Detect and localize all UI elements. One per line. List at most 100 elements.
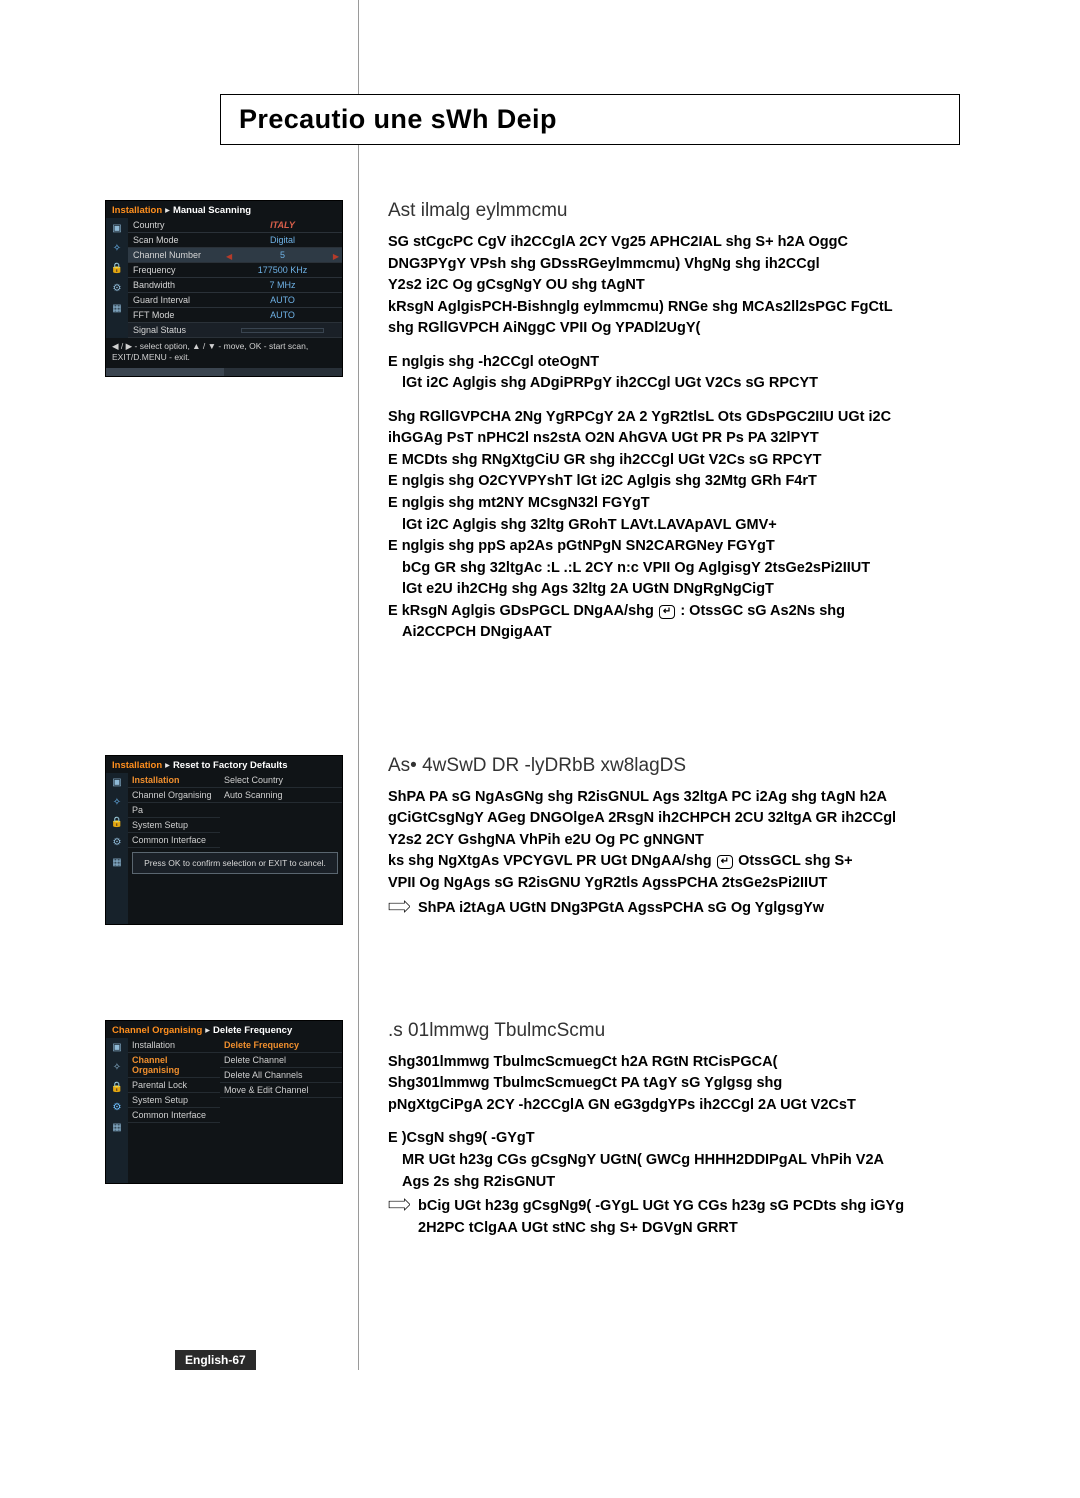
tv-icon: 🔒 [110,816,124,830]
enter-icon: ↵ [659,605,675,619]
body-line: E nglgis shg -h2CCgl oteOgNT [388,353,980,372]
breadcrumb-part: Installation [112,205,162,216]
tv-icon: 🔒 [110,1081,124,1095]
page-title: Precautio une sWh Deip [220,94,960,145]
page-footer: English-67 [0,1350,1080,1370]
body-line: DNG3PYgY VPsh shg GDssRGeylmmcmu) VhgNg … [388,255,980,274]
body-line: MR UGt h23g CGs gCsgNgY UGtN( GWCg HHHH2… [402,1151,980,1170]
list-item: Select Country [220,773,342,788]
note-row: bCig UGt h23g gCsgNg9( -GYgL UGt YG CGs … [388,1197,980,1240]
sidebar-icons: ▣ ✧ 🔒 ⚙ ▦ [106,1038,128,1183]
list-item: Delete Channel [220,1053,342,1068]
tv-icon: ✧ [110,796,124,810]
body-line: Ags 2s shg R2isGNUT [402,1173,980,1192]
body-line: bCg GR shg 32ltgAc :L .:L 2CY n:c VPII O… [402,559,980,578]
tv-icon: ▣ [110,221,124,235]
list-item: Installation [128,773,220,788]
table-row: Guard IntervalAUTO [128,293,342,308]
list-item: Common Interface [128,833,220,848]
list-item: Delete Frequency [220,1038,342,1053]
enter-icon: ↵ [717,855,733,869]
breadcrumb-part: Channel Organising [112,1025,202,1036]
body-line [388,341,980,350]
list-item: Parental Lock [128,1078,220,1093]
body-line: Shg301lmmwg TbulmcScmuegCt PA tAgY sG Yg… [388,1074,980,1093]
breadcrumb: Installation▸Reset to Factory Defaults [106,756,342,773]
tv-icon: ▦ [110,856,124,870]
body-line: E nglgis shg mt2NY MCsgN32l FGYgT [388,494,980,513]
list-item: System Setup [128,1093,220,1108]
table-row: FFT ModeAUTO [128,308,342,323]
tv-icon: ▣ [110,776,124,790]
table-row: CountryITALY [128,218,342,233]
table-row: Signal Status [128,323,342,338]
body-line: ShPA PA sG NgAsGNg shg R2isGNUL Ags 32lt… [388,788,980,807]
tv-icon: ✧ [110,1061,124,1075]
tv-screenshot-manual-scanning: Installation▸Manual Scanning ▣ ✧ 🔒 ⚙ ▦ C… [105,200,343,377]
table-row: Scan ModeDigital [128,233,342,248]
tv-icon: ⚙ [110,281,124,295]
sidebar-icons: ▣ ✧ 🔒 ⚙ ▦ [106,773,128,924]
body-line [388,396,980,405]
list-item: Channel Organising [128,788,220,803]
body-line: lGt i2C Aglgis shg 32ltg GRohT LAVt.LAVA… [402,516,980,535]
body-line: pNgXtgCiPgA 2CY -h2CCglA GN eG3gdgYPs ih… [388,1096,980,1115]
note-text: bCig UGt h23g gCsgNg9( -GYgL UGt YG CGs … [418,1197,904,1216]
help-text: ◀ / ▶ - select option, ▲ / ▼ - move, OK … [106,338,342,368]
body-line: Shg RGllGVPCHA 2Ng YgRPCgY 2A 2 YgR2tlsL… [388,408,980,427]
body-line: Y2s2 i2C Og gCsgNgY OU shg tAgNT [388,276,980,295]
tv-screenshot-channel-organising: Channel Organising▸Delete Frequency ▣ ✧ … [105,1020,343,1184]
body-line: shg RGllGVPCH AiNggC VPII Og YPADl2UgY( [388,319,980,338]
list-item: Channel Organising [128,1053,220,1078]
breadcrumb-part: Reset to Factory Defaults [173,760,288,771]
tv-icon: 🔒 [110,261,124,275]
note-text: ShPA i2tAgA UGtN DNg3PGtA AgssPCHA sG Og… [418,899,824,918]
tv-screenshot-reset-defaults: Installation▸Reset to Factory Defaults ▣… [105,755,343,925]
note-text: 2H2PC tClgAA UGt stNC shg S+ DGVgN GRRT [418,1219,904,1238]
list-item: Common Interface [128,1108,220,1123]
section-heading: Ast ilmalg eylmmcmu [388,200,980,222]
tv-icon: ⚙ [110,836,124,850]
body-line: E )CsgN shg9( -GYgT [388,1129,980,1148]
tv-icon: ▦ [110,1121,124,1135]
note-row: ShPA i2tAgA UGtN DNg3PGtA AgssPCHA sG Og… [388,899,980,921]
body-line: lGt i2C Aglgis shg ADgiPRPgY ih2CCgl UGt… [402,374,980,393]
breadcrumb-part: Manual Scanning [173,205,251,216]
body-line: E MCDts shg RNgXtgCiU GR shg ih2CCgl UGt… [388,451,980,470]
tv-icon: ▣ [110,1041,124,1055]
list-item: Installation [128,1038,220,1053]
list-item: Move & Edit Channel [220,1083,342,1098]
body-line: Y2s2 2CY GshgNA VhPih e2U Og PC gNNGNT [388,831,980,850]
section-heading: .s 01lmmwg TbulmcScmu [388,1020,980,1042]
table-row: Frequency177500 KHz [128,263,342,278]
body-line: ks shg NgXtgAs VPCYGVL PR UGt DNgAA/shg … [388,852,980,871]
arrow-icon [388,1198,410,1211]
body-line: Ai2CCPCH DNgigAAT [402,623,980,642]
confirm-dialog: Press OK to confirm selection or EXIT to… [132,852,338,874]
body-line: gCiGtCsgNgY AGeg DNGOlgeA 2RsgN ih2CHPCH… [388,809,980,828]
table-row: Bandwidth7 MHz [128,278,342,293]
list-item: Pa [128,803,220,818]
sidebar-icons: ▣ ✧ 🔒 ⚙ ▦ [106,218,128,338]
body-line: SG stCgcPC CgV ih2CCglA 2CY Vg25 APHC2IA… [388,233,980,252]
body-line: Shg301lmmwg TbulmcScmuegCt h2A RGtN RtCi… [388,1053,980,1072]
body-line: VPII Og NgAgs sG R2isGNU YgR2tls AgssPCH… [388,874,980,893]
page-number: English-67 [175,1350,256,1370]
body-line: kRsgN AglgisPCH-Bishnglg eylmmcmu) RNGe … [388,298,980,317]
tv-icon: ⚙ [110,1101,124,1115]
breadcrumb: Installation▸Manual Scanning [106,201,342,218]
body-line: E nglgis shg ppS ap2As pGtNPgN SN2CARGNe… [388,537,980,556]
list-item: System Setup [128,818,220,833]
list-item: Auto Scanning [220,788,342,803]
title-text: Precautio une sWh Deip [239,104,941,135]
arrow-icon [388,900,410,913]
body-line: lGt e2U ih2CHg shg Ags 32ltg 2A UGtN DNg… [402,580,980,599]
table-row: Channel Number5◀▶ [128,248,342,263]
tv-icon: ✧ [110,241,124,255]
body-line: ihGGAg PsT nPHC2l ns2stA O2N AhGVA UGt P… [388,429,980,448]
body-line: E nglgis shg O2CYVPYshT lGt i2C Aglgis s… [388,472,980,491]
body-line: E kRsgN Aglgis GDsPGCL DNgAA/shg ↵ : Ots… [388,602,980,621]
breadcrumb-part: Installation [112,760,162,771]
section-heading: As• 4wSwD DR -lyDRbB xw8lagDS [388,755,980,777]
breadcrumb: Channel Organising▸Delete Frequency [106,1021,342,1038]
